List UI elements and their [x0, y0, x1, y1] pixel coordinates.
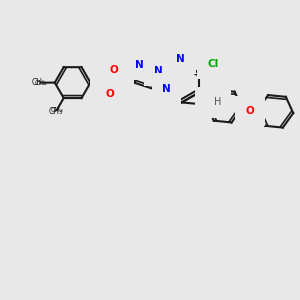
Text: N: N	[205, 98, 214, 107]
Text: S: S	[108, 76, 116, 89]
Text: O: O	[106, 88, 115, 98]
Text: H: H	[214, 98, 221, 107]
Text: CH₃: CH₃	[49, 107, 63, 116]
Text: N: N	[135, 60, 144, 70]
Text: O: O	[245, 106, 254, 116]
Text: CH₃: CH₃	[34, 80, 47, 85]
Text: N: N	[176, 54, 185, 64]
Text: Cl: Cl	[207, 59, 218, 69]
Text: O: O	[110, 65, 118, 75]
Text: N: N	[154, 66, 163, 76]
Text: N: N	[162, 84, 171, 94]
Text: CH₃: CH₃	[32, 78, 46, 87]
Text: CH₃: CH₃	[50, 107, 63, 113]
